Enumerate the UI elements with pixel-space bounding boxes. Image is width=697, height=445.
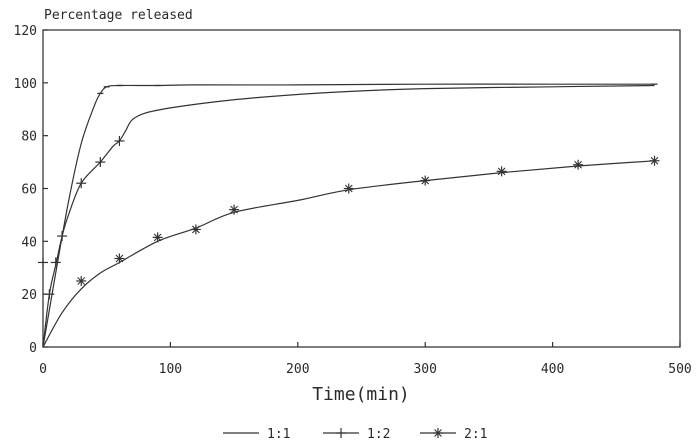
data-point-1-2 xyxy=(114,135,125,146)
axis-ticks: 0 100 200 300 400 500 0 20 40 60 80 100 120 xyxy=(14,24,692,377)
data-point-2-1 xyxy=(76,275,87,286)
y-axis-label: Percentage released xyxy=(44,8,193,23)
series-line-1-1 xyxy=(42,83,655,348)
data-point-2-1 xyxy=(649,155,660,166)
data-point-1-2 xyxy=(76,178,87,189)
data-point-2-1 xyxy=(420,175,431,186)
data-point-2-1 xyxy=(229,204,240,215)
x-tick-label: 300 xyxy=(413,362,436,377)
series-markers xyxy=(38,83,660,300)
x-tick-label: 100 xyxy=(159,362,182,377)
y-tick-label: 120 xyxy=(14,24,37,39)
legend-item-1-1: 1:1 xyxy=(223,427,290,442)
data-point-2-1 xyxy=(190,224,201,235)
y-tick-label: 0 xyxy=(29,341,37,356)
x-tick-label: 0 xyxy=(39,362,47,377)
y-tick-label: 20 xyxy=(21,288,37,303)
y-tick-label: 60 xyxy=(21,183,37,198)
y-tick-label: 40 xyxy=(21,235,37,250)
data-point-2-1 xyxy=(343,183,354,194)
data-point-2-1 xyxy=(496,166,507,177)
data-point-2-1 xyxy=(114,253,125,264)
x-tick-label: 200 xyxy=(286,362,309,377)
series-lines xyxy=(42,83,655,348)
data-point-1-2 xyxy=(57,231,68,242)
data-point-2-1 xyxy=(152,232,163,243)
data-point-1-2 xyxy=(50,257,61,268)
legend-label: 1:1 xyxy=(267,427,290,442)
data-point-1-2 xyxy=(95,157,106,168)
data-point-1-2 xyxy=(38,257,48,268)
legend-label: 1:2 xyxy=(367,427,390,442)
legend-item-1-2: 1:2 xyxy=(323,427,390,442)
x-axis-label: Time(min) xyxy=(312,384,410,405)
legend: 1:1 1:2 2:1 xyxy=(223,427,487,442)
x-tick-label: 400 xyxy=(541,362,564,377)
x-tick-label: 500 xyxy=(668,362,691,377)
data-point-1-2 xyxy=(44,289,55,300)
data-point-2-1 xyxy=(573,159,584,170)
legend-item-2-1: 2:1 xyxy=(420,427,487,442)
y-tick-label: 80 xyxy=(21,130,37,145)
legend-marker xyxy=(433,428,443,438)
y-tick-label: 100 xyxy=(14,77,37,92)
series-line-1-2 xyxy=(42,84,655,348)
legend-label: 2:1 xyxy=(464,427,487,442)
legend-marker xyxy=(336,428,346,438)
